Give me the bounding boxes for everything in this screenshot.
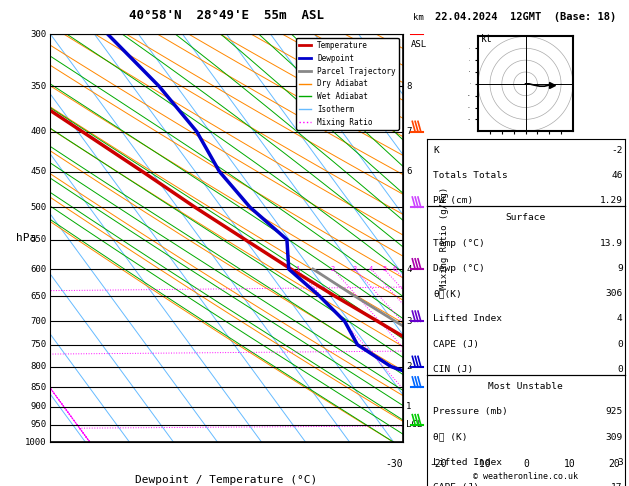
Text: 0: 0 [617,340,623,349]
Text: 46: 46 [611,171,623,180]
Text: 600: 600 [31,264,47,274]
Text: 5: 5 [382,266,386,272]
Text: 8: 8 [406,82,411,91]
Text: 4: 4 [617,314,623,324]
Text: 3: 3 [406,317,411,326]
Text: CAPE (J): CAPE (J) [433,483,479,486]
Text: 750: 750 [31,340,47,349]
Text: 700: 700 [31,317,47,326]
Text: 13.9: 13.9 [600,239,623,248]
Text: © weatheronline.co.uk: © weatheronline.co.uk [474,472,578,481]
Text: 3: 3 [617,458,623,467]
Text: hPa: hPa [16,233,36,243]
Text: Mixing Ratio (g/kg): Mixing Ratio (g/kg) [440,187,449,289]
Text: Totals Totals: Totals Totals [433,171,508,180]
Text: CIN (J): CIN (J) [433,365,473,374]
Text: 1: 1 [406,402,411,411]
Text: 3: 3 [353,266,357,272]
Text: Temp (°C): Temp (°C) [433,239,485,248]
Text: 6: 6 [406,167,411,176]
Text: 20: 20 [608,459,620,469]
Text: CAPE (J): CAPE (J) [433,340,479,349]
Text: PW (cm): PW (cm) [433,196,473,206]
Text: 306: 306 [606,289,623,298]
Text: LCL: LCL [406,420,422,429]
Text: 40°58'N  28°49'E  55m  ASL: 40°58'N 28°49'E 55m ASL [129,9,324,22]
Text: 4: 4 [369,266,374,272]
Text: 0: 0 [617,365,623,374]
Text: 9: 9 [617,264,623,273]
Text: 350: 350 [31,82,47,91]
Text: 22.04.2024  12GMT  (Base: 18): 22.04.2024 12GMT (Base: 18) [435,12,616,22]
Text: Lifted Index: Lifted Index [433,314,502,324]
Text: 4: 4 [406,264,411,274]
Text: 0: 0 [523,459,529,469]
Text: Pressure (mb): Pressure (mb) [433,407,508,417]
Text: 17: 17 [611,483,623,486]
Text: 925: 925 [606,407,623,417]
Text: -10: -10 [473,459,491,469]
Text: 850: 850 [31,382,47,392]
Text: 650: 650 [31,292,47,301]
Text: 1000: 1000 [25,438,47,447]
Text: θᴄ(K): θᴄ(K) [433,289,462,298]
Text: 550: 550 [31,235,47,244]
Text: -30: -30 [385,459,403,469]
Text: 400: 400 [31,127,47,136]
Text: 950: 950 [31,420,47,429]
Text: kt: kt [481,35,493,44]
Text: 1.29: 1.29 [600,196,623,206]
Text: 2: 2 [331,266,335,272]
Text: km: km [413,13,424,22]
Text: Surface: Surface [506,213,546,223]
Text: 300: 300 [31,30,47,38]
Text: 500: 500 [31,203,47,212]
Text: Dewpoint / Temperature (°C): Dewpoint / Temperature (°C) [135,475,318,485]
Text: 6: 6 [393,266,397,272]
Text: K: K [433,146,439,155]
Text: ASL: ASL [410,40,426,49]
Text: 7: 7 [406,127,411,136]
Text: 800: 800 [31,362,47,371]
Text: Lifted Index: Lifted Index [433,458,502,467]
Text: 900: 900 [31,402,47,411]
Text: -20: -20 [429,459,447,469]
Text: Dewp (°C): Dewp (°C) [433,264,485,273]
Text: -2: -2 [611,146,623,155]
Text: 450: 450 [31,167,47,176]
Text: 309: 309 [606,433,623,442]
Text: 10: 10 [564,459,576,469]
Text: θᴄ (K): θᴄ (K) [433,433,467,442]
Text: 1: 1 [295,266,299,272]
Legend: Temperature, Dewpoint, Parcel Trajectory, Dry Adiabat, Wet Adiabat, Isotherm, Mi: Temperature, Dewpoint, Parcel Trajectory… [296,38,399,130]
Text: 2: 2 [406,362,411,371]
Text: Most Unstable: Most Unstable [489,382,563,391]
